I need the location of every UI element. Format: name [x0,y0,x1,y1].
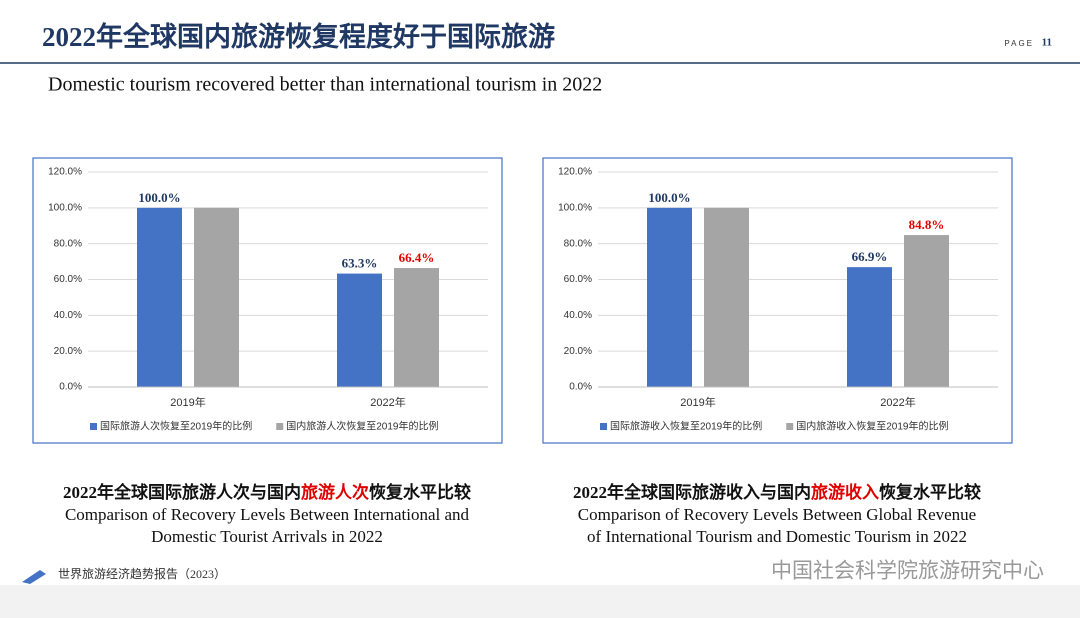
bar [337,273,382,387]
y-tick-label: 60.0% [54,274,82,285]
legend-label: 国内旅游收入恢复至2019年的比例 [796,420,948,433]
caption-english: Domestic Tourist Arrivals in 2022 [151,527,383,546]
x-tick-label: 2022年 [880,395,915,409]
footer-report: 世界旅游经济趋势报告（2023） [58,566,226,581]
subtitle: Domestic tourism recovered better than i… [48,74,602,96]
caption-title: 2022年全球国际旅游收入与国内旅游收入恢复水平比较 [573,482,981,502]
legend-label: 国内旅游人次恢复至2019年的比例 [286,420,438,433]
bar [647,207,692,387]
caption-part: 2022年全球国际旅游人次与国内 [63,482,301,502]
y-tick-label: 60.0% [564,274,592,285]
y-tick-label: 40.0% [564,310,592,321]
caption-part: 2022年全球国际旅游收入与国内 [573,482,811,502]
data-label: 63.3% [342,256,378,271]
caption-highlight: 旅游收入 [811,482,879,502]
watermark: 中国社会科学院旅游研究中心 [771,560,1044,583]
caption-english: Comparison of Recovery Levels Between Gl… [578,505,976,524]
y-tick-label: 20.0% [564,346,592,357]
bar [847,267,892,387]
x-tick-label: 2022年 [370,395,405,409]
legend-swatch [276,423,284,430]
y-tick-label: 80.0% [564,238,592,249]
y-tick-label: 100.0% [48,202,82,213]
legend-label: 国际旅游人次恢复至2019年的比例 [100,420,252,433]
data-label: 66.4% [399,250,435,265]
caption-highlight: 旅游人次 [301,482,369,502]
y-tick-label: 120.0% [558,167,592,178]
y-tick-label: 80.0% [54,238,82,249]
caption-english: Comparison of Recovery Levels Between In… [65,505,470,524]
data-label: 84.8% [909,217,945,232]
caption-english: of International Tourism and Domestic To… [587,527,967,546]
page-number: 11 [1042,37,1052,49]
caption-title: 2022年全球国际旅游人次与国内旅游人次恢复水平比较 [63,482,471,502]
y-tick-label: 0.0% [569,382,592,393]
legend-swatch [786,423,794,430]
x-tick-label: 2019年 [680,395,715,409]
footer-band [0,585,1080,618]
y-tick-label: 100.0% [558,202,592,213]
bar [704,207,749,387]
bar [137,207,182,387]
page-label: PAGE [1004,39,1034,48]
legend-swatch [600,423,607,430]
y-tick-label: 0.0% [59,382,82,393]
pen-icon [22,570,46,584]
bar [194,207,239,387]
legend-label: 国际旅游收入恢复至2019年的比例 [610,420,762,433]
legend-swatch [90,423,97,430]
data-label: 66.9% [852,249,888,264]
y-tick-label: 40.0% [54,310,82,321]
bar [394,268,439,387]
slide-title: 2022年全球国内旅游恢复程度好于国际旅游 [42,21,555,52]
y-tick-label: 20.0% [54,346,82,357]
data-label: 100.0% [138,190,180,205]
y-tick-label: 120.0% [48,167,82,178]
x-tick-label: 2019年 [170,395,205,409]
data-label: 100.0% [648,190,690,205]
caption-part: 恢复水平比较 [879,482,981,502]
caption-part: 恢复水平比较 [369,482,471,502]
bar [904,235,949,387]
